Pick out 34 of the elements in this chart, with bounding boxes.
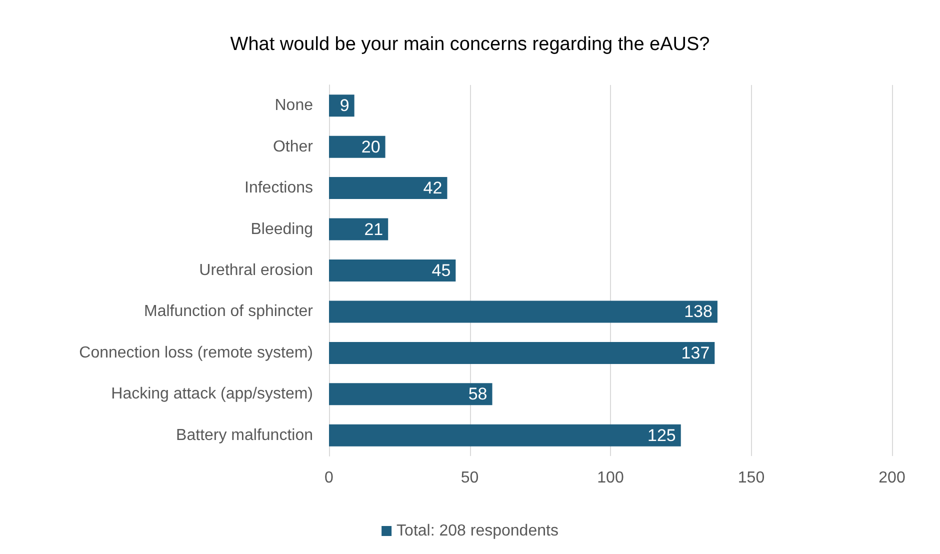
bar xyxy=(329,94,354,117)
data-label: 58 xyxy=(468,384,488,404)
bar xyxy=(329,177,448,200)
data-label: 42 xyxy=(423,178,442,198)
y-tick-label: Bleeding xyxy=(250,220,313,238)
y-tick-label: Malfunction of sphincter xyxy=(144,303,314,320)
bar xyxy=(329,424,681,446)
bar xyxy=(329,342,715,364)
data-label: 21 xyxy=(364,220,384,239)
x-tick-label: 0 xyxy=(324,470,334,486)
y-tick-label: Urethral erosion xyxy=(199,262,313,279)
y-tick-label: Infections xyxy=(244,180,313,197)
y-tick-label: Connection loss (remote system) xyxy=(79,344,313,362)
data-label: 138 xyxy=(684,302,712,322)
data-label: 125 xyxy=(648,426,676,445)
x-tick-label: 150 xyxy=(738,470,765,486)
x-tick-label: 200 xyxy=(878,470,906,486)
bar xyxy=(329,260,456,282)
bar xyxy=(329,136,386,158)
data-label: 20 xyxy=(361,137,380,156)
data-label: 137 xyxy=(681,343,710,362)
y-tick-label: Battery malfunction xyxy=(176,426,313,444)
y-tick-label: Other xyxy=(272,138,314,156)
x-tick-label: 50 xyxy=(460,470,479,486)
data-label: 45 xyxy=(432,261,451,280)
bar xyxy=(329,218,388,240)
bar xyxy=(329,300,718,323)
y-tick-label: Hacking attack (app/system) xyxy=(111,386,313,403)
y-tick-label: None xyxy=(274,97,314,114)
data-label: 9 xyxy=(340,96,350,116)
legend-label: Total: 208 respondents xyxy=(396,522,558,540)
x-tick-label: 100 xyxy=(597,470,624,486)
bar xyxy=(329,383,492,406)
chart-title: What would be your main concerns regarding the eAUS? xyxy=(230,34,710,55)
